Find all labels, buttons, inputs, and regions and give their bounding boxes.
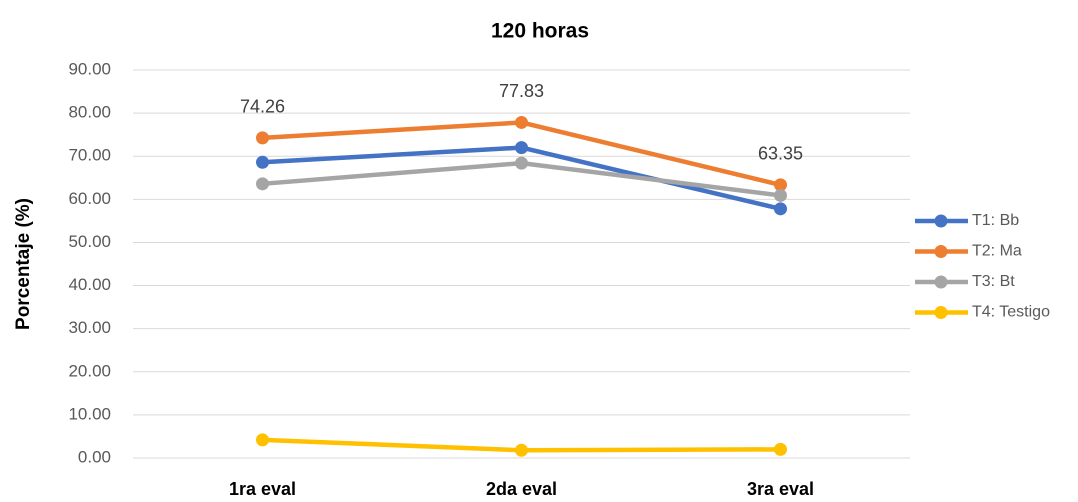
point bbox=[256, 131, 269, 145]
y-axis-label: Porcentaje (%) bbox=[13, 198, 34, 330]
point bbox=[515, 141, 528, 155]
point bbox=[256, 155, 269, 169]
chart-title: 120 horas bbox=[491, 20, 589, 43]
point bbox=[256, 177, 269, 191]
point bbox=[774, 202, 787, 216]
point bbox=[774, 178, 787, 192]
y-tick-label: 70.00 bbox=[68, 146, 111, 165]
y-tick-label: 40.00 bbox=[68, 275, 111, 294]
y-tick-label: 30.00 bbox=[68, 318, 111, 337]
x-tick-label: 1ra eval bbox=[229, 479, 296, 499]
point bbox=[774, 442, 787, 456]
legend-label: T3: Bt bbox=[972, 273, 1015, 290]
y-tick-label: 20.00 bbox=[68, 361, 111, 380]
point bbox=[774, 188, 787, 202]
legend-label: T1: Bb bbox=[972, 212, 1019, 229]
y-tick-label: 80.00 bbox=[68, 103, 111, 122]
y-tick-label: 10.00 bbox=[68, 404, 111, 423]
x-tick-label: 2da eval bbox=[486, 479, 557, 499]
y-tick-label: 50.00 bbox=[68, 232, 111, 251]
data-label: 63.35 bbox=[758, 144, 803, 164]
legend-marker bbox=[934, 306, 948, 319]
data-label: 74.26 bbox=[240, 97, 285, 117]
legend-marker bbox=[934, 245, 948, 258]
legend-marker bbox=[934, 275, 948, 289]
point bbox=[515, 443, 528, 457]
y-tick-label: 60.00 bbox=[68, 189, 111, 208]
y-tick-label: 0.00 bbox=[78, 447, 111, 466]
y-tick-label: 90.00 bbox=[68, 59, 111, 78]
point bbox=[256, 433, 269, 447]
point bbox=[515, 156, 528, 170]
x-tick-label: 3ra eval bbox=[747, 479, 814, 499]
legend-marker bbox=[934, 214, 948, 228]
point bbox=[515, 115, 528, 129]
data-label: 77.83 bbox=[499, 81, 544, 101]
legend-label: T2: Ma bbox=[972, 243, 1022, 260]
legend-label: T4: Testigo bbox=[972, 304, 1050, 321]
